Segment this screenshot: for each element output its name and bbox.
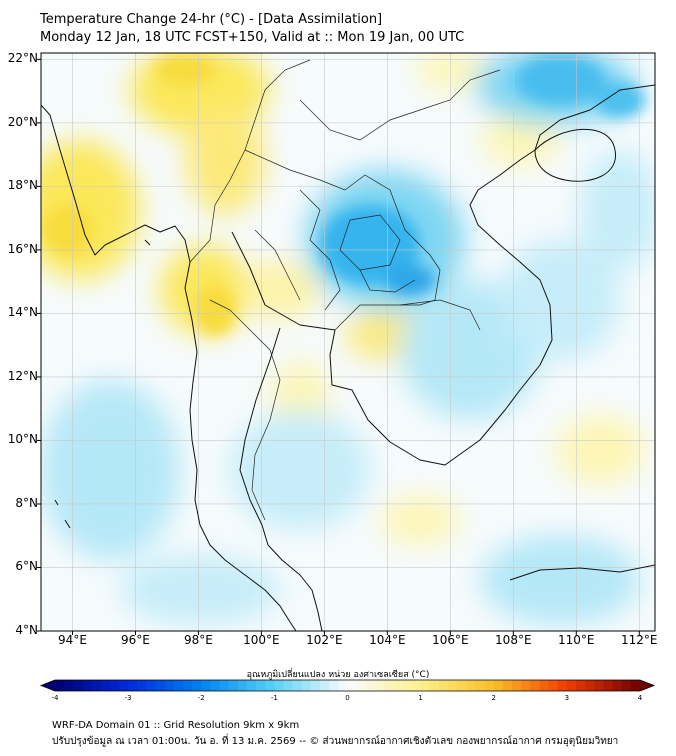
warm-core-north <box>155 55 215 85</box>
lon-label: 104°E <box>369 633 406 647</box>
colorbar-tick-label: 1 <box>418 694 423 702</box>
cold-core-isan <box>320 205 420 285</box>
footer-grid-info: WRF-DA Domain 01 :: Grid Resolution 9km … <box>52 720 300 731</box>
coast-borneo <box>509 564 655 581</box>
colorbar-tick-label: 4 <box>637 694 643 702</box>
cold-core-far-northeast <box>595 82 645 118</box>
map-subtitle: Monday 12 Jan, 18 UTC FCST+150, Valid at… <box>40 30 465 45</box>
lon-label: 94°E <box>58 633 87 647</box>
lat-label: 8°N <box>15 495 38 510</box>
coastlines <box>41 84 655 631</box>
warm-area-sea-south <box>380 495 460 545</box>
colorbar-tick-label: 3 <box>564 694 570 702</box>
graticule <box>41 53 655 631</box>
lon-label: 100°E <box>243 633 280 647</box>
coast-malay-peninsula-east <box>239 327 323 631</box>
admin-boundaries <box>189 59 501 521</box>
warm-area-gulf-tonkin <box>480 115 560 165</box>
cool-area-gulf-south <box>230 410 370 530</box>
warm-area-central <box>240 260 320 320</box>
coast-myanmar-andaman-malay-west <box>41 104 297 631</box>
lat-label: 6°N <box>15 559 38 574</box>
warm-area-north-thailand <box>185 105 265 215</box>
cool-area-south-china-sea <box>500 240 620 360</box>
colorbar-tick-label: -2 <box>197 694 205 702</box>
cool-area-malacca <box>120 555 280 625</box>
warm-core-west <box>43 205 93 255</box>
border-thailand-south <box>209 299 281 521</box>
footer-credit: ปรับปรุงข้อมูล ณ เวลา 01:00น. วัน อ. ที่… <box>52 736 619 747</box>
coast-hainan <box>534 128 616 182</box>
lat-label: 4°N <box>15 623 38 637</box>
lat-label: 16°N <box>7 241 38 256</box>
field-cores <box>43 55 645 335</box>
lon-label: 96°E <box>121 633 150 647</box>
colorbar-tick-label: -1 <box>270 694 278 702</box>
lon-label: 108°E <box>495 633 532 647</box>
lon-label: 106°E <box>432 633 469 647</box>
lat-label: 10°N <box>7 432 38 447</box>
provinces-isan <box>339 214 401 271</box>
cold-core-northeast <box>515 55 605 105</box>
axis-ticks <box>37 58 640 635</box>
cool-area-andaman <box>41 380 180 560</box>
cool-area-east <box>580 150 655 270</box>
colorbar-tick-label: -4 <box>51 694 59 702</box>
colorbar-tick-label: 2 <box>491 694 496 702</box>
lat-label: 14°N <box>7 305 38 320</box>
warm-core-south <box>195 285 235 335</box>
lon-label: 102°E <box>306 633 343 647</box>
colorbar-title: อุณหภูมิเปลี่ยนแปลง หน่วย องศาเซลเซียส (… <box>246 670 430 680</box>
lat-label: 18°N <box>7 178 38 193</box>
lon-label: 112°E <box>621 633 658 647</box>
coast-islands <box>54 239 151 529</box>
lon-label: 110°E <box>558 633 595 647</box>
provinces-isan-south <box>359 269 416 293</box>
coast-gulf-vietnam <box>231 84 655 466</box>
border-china <box>299 69 501 141</box>
colorbar-tick-label: 0 <box>345 694 350 702</box>
cool-area-borneo-sea <box>480 535 640 625</box>
lat-label: 20°N <box>7 114 38 129</box>
colorbar-tick-label: -3 <box>124 694 132 702</box>
border-cambodia <box>334 299 481 331</box>
provinces-central <box>254 229 301 301</box>
lat-label: 12°N <box>7 368 38 383</box>
cold-core-cambodia-north <box>385 265 435 295</box>
map-title: Temperature Change 24-hr (°C) - [Data As… <box>40 12 383 27</box>
map-frame <box>40 52 656 632</box>
warm-area-china <box>415 53 485 90</box>
map-field <box>41 53 655 631</box>
lat-label: 22°N <box>7 51 38 66</box>
warm-area-sea-east <box>555 415 645 485</box>
provinces-north <box>299 189 341 311</box>
lon-label: 98°E <box>183 633 213 647</box>
